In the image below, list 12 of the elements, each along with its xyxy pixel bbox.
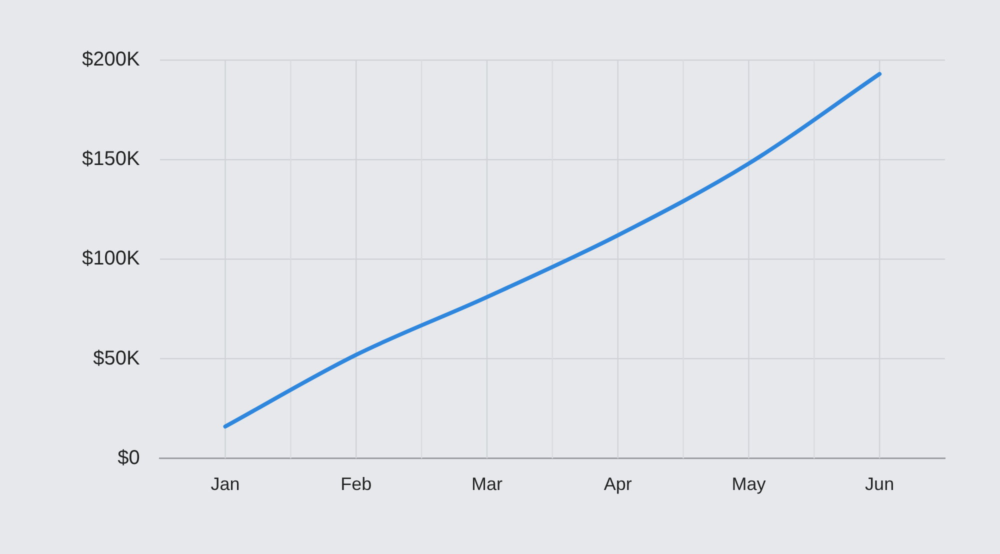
x-tick-label: Mar — [471, 474, 502, 494]
x-tick-label: Jan — [210, 474, 240, 494]
y-tick-label: $50K — [93, 347, 140, 370]
x-tick-label: May — [732, 474, 766, 494]
y-tick-label: $100K — [82, 248, 140, 270]
x-tick-label: Feb — [340, 474, 372, 494]
line-series — [223, 72, 882, 429]
x-tick-label: Apr — [604, 474, 632, 494]
y-tick-label: $150K — [82, 148, 140, 170]
x-tick-label: Jun — [865, 474, 894, 494]
y-tick-label: $200K — [82, 48, 140, 71]
y-tick-label: $0 — [118, 446, 140, 469]
